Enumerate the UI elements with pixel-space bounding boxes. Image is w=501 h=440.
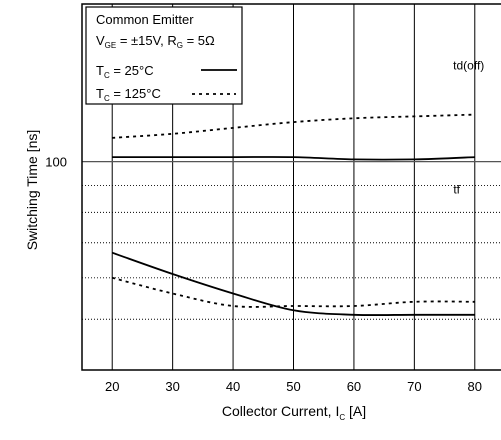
x-tick-label-20: 20 <box>105 379 119 394</box>
legend-v-main: V <box>96 33 105 48</box>
y-axis-title: Switching Time [ns] <box>24 130 40 251</box>
plot-frame <box>81 3 501 371</box>
legend-r-rest: = 5Ω <box>183 33 215 48</box>
series-line-tdoff-dashed <box>112 113 475 139</box>
x-tick-label-70: 70 <box>407 379 421 394</box>
x-axis-title-sub: C <box>339 413 345 422</box>
legend-r-sub: G <box>177 41 183 50</box>
legend-v-sub: GE <box>105 41 117 50</box>
x-tick-label-30: 30 <box>165 379 179 394</box>
legend-entry-125c-main: T <box>96 86 104 101</box>
legend-header-line1: Common Emitter <box>96 12 194 27</box>
legend-entry-125c-sub: C <box>104 94 110 103</box>
legend-box <box>85 6 243 105</box>
legend: Common Emitter VGE = ±15V, RG = 5Ω TC = … <box>85 6 243 105</box>
x-tick-label-80: 80 <box>468 379 482 394</box>
y-tick-label-100: 100 <box>45 155 67 170</box>
x-tick-label-60: 60 <box>347 379 361 394</box>
x-axis-title: Collector Current, IC [A] <box>222 403 366 422</box>
annotation-tf: tf <box>453 182 460 196</box>
x-axis-title-main: Collector Current, I <box>222 403 339 419</box>
annotation-tdoff: td(off) <box>453 58 484 72</box>
series-line-tf-solid <box>111 251 475 317</box>
series-layer: td(off) tf <box>111 58 484 317</box>
legend-entry-25c-rest: = 25°C <box>110 63 154 78</box>
x-tick-label-50: 50 <box>286 379 300 394</box>
x-axis-title-unit: [A] <box>345 403 366 419</box>
series-line-tf-dashed <box>111 276 475 308</box>
legend-v-rest: = ±15V, R <box>116 33 177 48</box>
series-line-tdoff-solid <box>112 156 475 161</box>
legend-entry-25c-main: T <box>96 63 104 78</box>
legend-entry-125c-rest: = 125°C <box>110 86 161 101</box>
legend-entry-25c: TC = 25°C <box>96 63 154 80</box>
legend-entry-125c: TC = 125°C <box>96 86 161 103</box>
legend-entry-25c-sub: C <box>104 71 110 80</box>
x-tick-label-40: 40 <box>226 379 240 394</box>
legend-header-line2: VGE = ±15V, RG = 5Ω <box>96 33 215 50</box>
tick-label-layer: 20 30 40 50 60 70 80 100 <box>45 155 482 394</box>
